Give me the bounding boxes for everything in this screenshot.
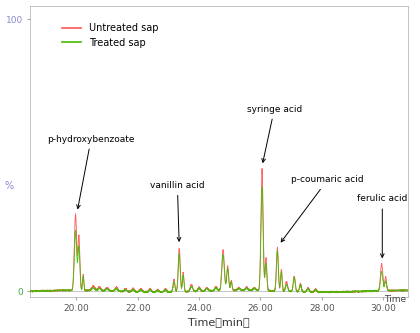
Text: p-hydroxybenzoate: p-hydroxybenzoate: [47, 135, 135, 208]
Text: Time: Time: [384, 295, 406, 304]
X-axis label: Time（min）: Time（min）: [188, 317, 250, 327]
Text: syringe acid: syringe acid: [247, 105, 302, 162]
Text: %: %: [4, 181, 13, 191]
Text: p-coumaric acid: p-coumaric acid: [281, 175, 364, 242]
Text: vanillin acid: vanillin acid: [150, 181, 205, 241]
Legend: Untreated sap, Treated sap: Untreated sap, Treated sap: [58, 19, 163, 52]
Text: ferulic acid: ferulic acid: [357, 194, 407, 257]
